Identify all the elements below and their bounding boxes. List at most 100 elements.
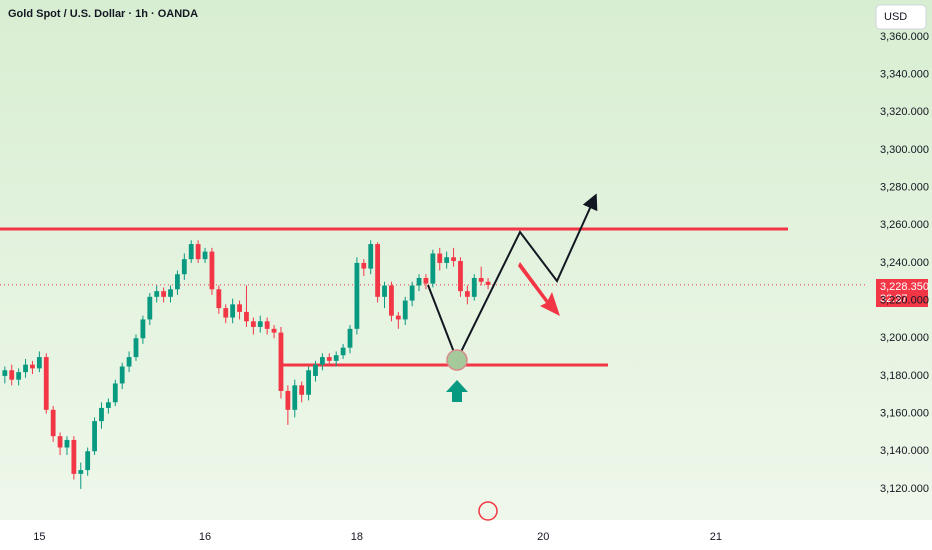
candle-body <box>319 357 325 365</box>
candle-body <box>437 253 443 263</box>
candle-body <box>306 370 311 395</box>
y-tick-label: 3,300.000 <box>880 144 929 156</box>
candle-body <box>147 296 153 320</box>
candle-body <box>126 357 132 367</box>
candle-body <box>347 328 353 348</box>
candle-body <box>368 244 374 269</box>
candle-body <box>402 300 408 320</box>
candle-body <box>71 439 77 474</box>
candle-body <box>36 357 42 369</box>
candle-body <box>181 259 187 275</box>
candle-body <box>92 421 97 452</box>
y-tick-label: 3,140.000 <box>880 445 929 457</box>
candle-body <box>202 251 208 260</box>
candle-body <box>140 319 146 339</box>
candle-body <box>423 277 429 284</box>
candle-body <box>23 364 28 373</box>
candle-body <box>382 285 387 297</box>
candle-body <box>395 315 401 320</box>
candle-body <box>278 332 284 391</box>
y-tick-label: 3,320.000 <box>880 106 929 118</box>
x-tick-label: 21 <box>710 531 722 543</box>
candle-body <box>354 262 360 329</box>
x-tick-label: 16 <box>199 531 211 543</box>
y-tick-label: 3,340.000 <box>880 68 929 80</box>
candle-body <box>430 253 436 284</box>
candle-body <box>216 289 222 309</box>
candle-body <box>2 370 8 376</box>
candle-body <box>257 321 263 327</box>
candle-body <box>133 338 139 358</box>
currency: USD <box>884 11 907 23</box>
candle-body <box>451 257 456 262</box>
candle-body <box>271 328 277 333</box>
candle-body <box>175 274 180 290</box>
candle-body <box>250 321 256 327</box>
candle-body <box>458 261 463 292</box>
up-arrow <box>446 380 468 402</box>
candle-body <box>78 470 84 474</box>
x-tick-label: 18 <box>351 531 363 543</box>
candle-body <box>464 291 470 297</box>
candle-body <box>161 291 167 297</box>
candle-body <box>375 244 381 297</box>
candle-body <box>471 277 477 297</box>
y-tick-label: 3,360.000 <box>880 31 929 43</box>
drawings <box>0 193 788 521</box>
candle-body <box>230 304 236 318</box>
candle-body <box>361 262 367 269</box>
candle-body <box>43 357 49 410</box>
countdown: 32:37 <box>880 293 908 305</box>
candle-body <box>168 289 173 297</box>
currency-box <box>875 4 927 30</box>
x-tick-label: 15 <box>33 531 45 543</box>
candle-body <box>195 244 201 260</box>
logo-icon <box>478 501 498 521</box>
y-tick-label: 3,180.000 <box>880 370 929 382</box>
y-tick-label: 3,200.000 <box>880 332 929 344</box>
candle-body <box>485 281 491 285</box>
candle-body <box>299 385 305 395</box>
candle-body <box>478 277 484 282</box>
candle-body <box>237 304 242 312</box>
candle-body <box>50 409 56 437</box>
candle-body <box>285 390 291 410</box>
candle-body <box>416 277 422 286</box>
candle-body <box>340 347 346 356</box>
chart-title: Gold Spot / U.S. Dollar · 1h · OANDA <box>8 8 198 20</box>
time-axis <box>0 520 932 550</box>
y-tick-label: 3,120.000 <box>880 483 929 495</box>
candle-body <box>64 439 70 448</box>
y-tick-label: 3,260.000 <box>880 219 929 231</box>
candle-body <box>99 407 104 422</box>
candle-body <box>119 366 125 384</box>
candle-body <box>333 355 339 361</box>
candle-body <box>313 364 318 376</box>
candle-body <box>105 402 111 408</box>
price-tag <box>876 279 928 307</box>
projection-path <box>427 193 598 363</box>
candle-body <box>264 321 270 329</box>
candle-body <box>16 372 22 380</box>
candle-body <box>188 244 194 260</box>
x-tick-label: 20 <box>537 531 549 543</box>
candle-body <box>209 251 215 290</box>
candle-body <box>9 370 15 380</box>
down-arrow <box>518 262 560 316</box>
candle-body <box>112 383 118 403</box>
y-tick-label: 3,220.000 <box>880 294 929 306</box>
candle-body <box>57 436 63 448</box>
candle-body <box>389 285 394 316</box>
touch-circle <box>446 349 468 371</box>
y-tick-label: 3,240.000 <box>880 257 929 269</box>
candle-body <box>154 291 160 297</box>
y-tick-label: 3,280.000 <box>880 181 929 193</box>
candle-body <box>409 285 415 301</box>
candle-body <box>244 311 249 322</box>
candle-body <box>223 308 229 318</box>
candle-body <box>326 357 332 361</box>
candle-body <box>292 385 298 410</box>
last-price-label: 3,228.350 <box>880 281 929 293</box>
